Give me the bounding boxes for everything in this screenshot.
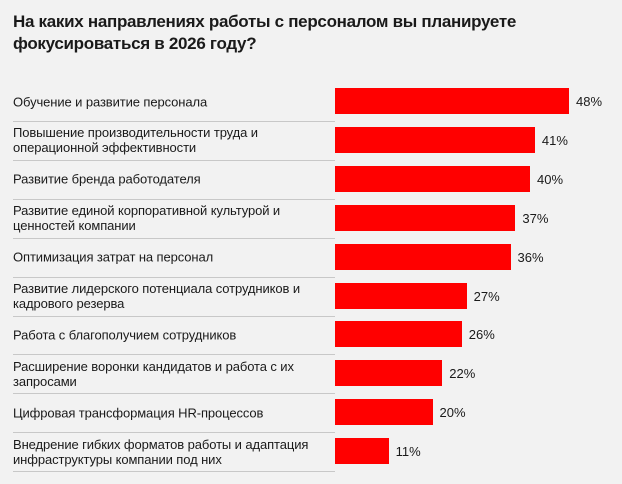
bar bbox=[335, 126, 535, 153]
category-label: Обучение и развитие персонала bbox=[13, 94, 208, 109]
row-divider bbox=[13, 432, 335, 434]
value-label: 27% bbox=[473, 288, 500, 304]
bar bbox=[335, 282, 467, 309]
bar-row: Работа с благополучием сотрудников 26% bbox=[0, 315, 622, 356]
value-label: 11% bbox=[395, 444, 421, 460]
row-divider bbox=[13, 315, 335, 317]
bar-row: Развитие единой корпоративной культурой … bbox=[0, 199, 622, 239]
category-label: Развитие бренда работодателя bbox=[13, 171, 201, 187]
bar-row: Развитие бренда работодателя 40% bbox=[0, 160, 622, 200]
category-label: Цифровая трансформация HR-процессов bbox=[13, 405, 264, 421]
row-divider bbox=[13, 121, 335, 122]
value-label: 26% bbox=[468, 327, 495, 343]
bar bbox=[335, 438, 389, 465]
value-label: 22% bbox=[449, 366, 476, 382]
row-divider bbox=[13, 393, 335, 395]
category-label: Оптимизация затрат на персонал bbox=[13, 249, 214, 265]
bar bbox=[335, 360, 443, 387]
bar-row: Внедрение гибких форматов работы и адапт… bbox=[0, 432, 622, 473]
value-label: 40% bbox=[537, 171, 564, 187]
chart-title: На каких направлениях работы с персонало… bbox=[13, 12, 517, 53]
category-label: Развитие лидерского потенциала сотрудник… bbox=[13, 281, 300, 311]
bar bbox=[335, 321, 462, 348]
category-label: Повышение производительности труда и опе… bbox=[13, 125, 258, 156]
category-label: Развитие единой корпоративной культурой … bbox=[13, 203, 281, 234]
bar bbox=[335, 204, 516, 231]
category-label: Внедрение гибких форматов работы и адапт… bbox=[13, 436, 309, 467]
bar bbox=[335, 165, 530, 192]
bar bbox=[335, 243, 511, 270]
bar-row: Развитие лидерского потенциала сотрудник… bbox=[0, 277, 622, 317]
category-label: Работа с благополучием сотрудников bbox=[13, 327, 237, 343]
value-label: 37% bbox=[522, 210, 549, 226]
bar bbox=[335, 88, 569, 114]
row-divider bbox=[13, 237, 335, 239]
value-label: 36% bbox=[517, 249, 544, 265]
row-divider bbox=[13, 471, 335, 473]
bar-row: Обучение и развитие персонала 48% bbox=[0, 82, 622, 122]
row-divider bbox=[13, 159, 335, 161]
value-label: 48% bbox=[576, 94, 603, 109]
bar-row: Повышение производительности труда и опе… bbox=[0, 121, 622, 161]
bar bbox=[335, 399, 433, 426]
row-divider bbox=[13, 276, 335, 278]
bar-row: Цифровая трансформация HR-процессов 20% bbox=[0, 393, 622, 434]
bar-row: Оптимизация затрат на персонал 36% bbox=[0, 238, 622, 278]
category-label: Расширение воронки кандидатов и работа с… bbox=[13, 358, 294, 389]
value-label: 41% bbox=[541, 132, 568, 148]
bar-row: Расширение воронки кандидатов и работа с… bbox=[0, 354, 622, 395]
row-divider bbox=[13, 354, 335, 356]
value-label: 20% bbox=[439, 405, 466, 421]
row-divider bbox=[13, 198, 335, 200]
